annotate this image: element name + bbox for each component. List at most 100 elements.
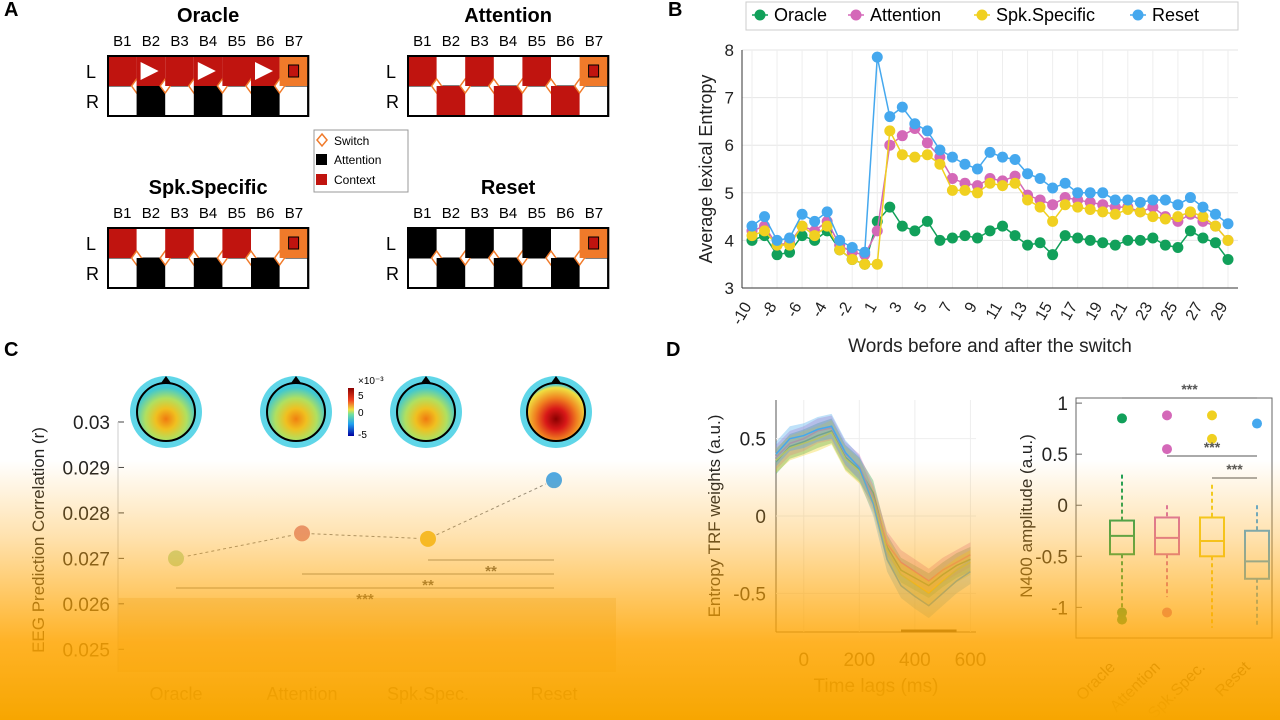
data-point [1209,237,1221,249]
data-point [984,146,996,158]
significance-label: *** [356,591,374,608]
y-tick-label: 0 [755,507,766,528]
grid-frame-outline [407,227,610,289]
topomap-nose [421,376,431,383]
row-label-left: L [386,62,396,82]
outlier-point [1162,410,1172,421]
x-tick-label: 200 [843,650,875,671]
data-point [1209,208,1221,220]
x-tick-label: -2 [834,299,856,320]
y-axis-label: Average lexical Entropy [696,75,716,264]
outlier-point [1252,418,1262,429]
panel-label-d: D [666,339,680,361]
data-point [1072,201,1084,213]
significance-label: *** [1204,439,1221,455]
topomap-nose [291,376,301,383]
x-tick-label: 1 [862,299,881,315]
grid-frame-outline [407,55,610,117]
legend-box [313,129,409,193]
data-point [1022,239,1034,251]
data-point [896,149,908,161]
cell-right [493,258,523,288]
row-label-left: L [386,234,396,254]
y-tick-label: 7 [725,89,734,108]
data-point [1159,194,1171,206]
data-point-reset [545,471,563,490]
outlier-point [1117,413,1127,424]
cell-right [136,258,166,288]
data-point [859,246,871,258]
data-point [934,144,946,156]
x-tick-label: 400 [899,650,931,671]
cell-left [165,228,194,258]
data-point [1047,249,1059,261]
switch-legend-icon [316,132,328,148]
block-label: B1 [113,205,131,222]
x-tick-label: 600 [955,650,987,671]
triangle-marker [197,62,216,80]
cell-right [551,258,580,288]
panel-label-a: A [4,0,18,21]
final-block-marker [288,64,300,78]
data-point [746,230,758,242]
data-point [934,234,946,246]
data-point [809,230,821,242]
block-label: B6 [556,33,574,50]
y-tick-label: 4 [725,231,734,250]
data-point [1097,237,1109,249]
data-point [909,118,921,130]
block-label: B7 [285,33,303,50]
x-tick-label: 19 [1083,299,1107,323]
data-point [1122,203,1134,215]
data-point-attention [293,524,311,543]
legend-switch-label: Switch [334,134,369,148]
cell-left [165,56,194,86]
x-tick-label: 0 [798,650,809,671]
outlier-point [1207,433,1217,444]
data-point [1047,199,1059,211]
data-point [1097,187,1109,199]
data-point [997,151,1009,163]
topomap-head [136,382,196,442]
significance-label: ** [485,563,497,580]
x-tick-label: 7 [937,299,956,315]
panel-label-c: C [4,339,18,361]
y-tick-label: 0.03 [73,413,110,434]
y-tick-label: 0.026 [62,595,110,616]
condition-title: Reset [481,177,536,199]
box [1244,529,1270,580]
data-point [1047,182,1059,194]
data-point [1147,211,1159,223]
block-label: B5 [528,33,546,50]
data-point [834,244,846,256]
panel-a-legend: Switch Attention Context [313,129,409,193]
x-tick-label: -10 [729,299,755,328]
cell-right [551,86,580,116]
x-tick-label: Reset [1212,658,1254,700]
row-label-left: L [86,62,96,82]
cell-left [222,228,251,258]
colorbar-bar [348,388,354,436]
x-tick-label: -4 [809,299,831,320]
data-point [1184,225,1196,237]
data-point [1172,199,1184,211]
cell-left [108,228,137,258]
data-point [896,101,908,113]
data-point [1197,232,1209,244]
data-point [896,130,908,142]
block-label: B1 [413,33,431,50]
y-tick-label: 0.029 [62,458,110,479]
data-point [1184,192,1196,204]
x-tick-label: 15 [1032,299,1056,323]
data-point [1034,201,1046,213]
data-point [984,177,996,189]
y-tick-label: 0.027 [62,549,110,570]
block-label: B5 [228,205,246,222]
y-tick-label: 6 [725,136,734,155]
context-legend-icon [316,174,327,185]
legend-marker [1132,9,1144,21]
data-point [1059,230,1071,242]
data-point [921,149,933,161]
data-point [884,125,896,137]
